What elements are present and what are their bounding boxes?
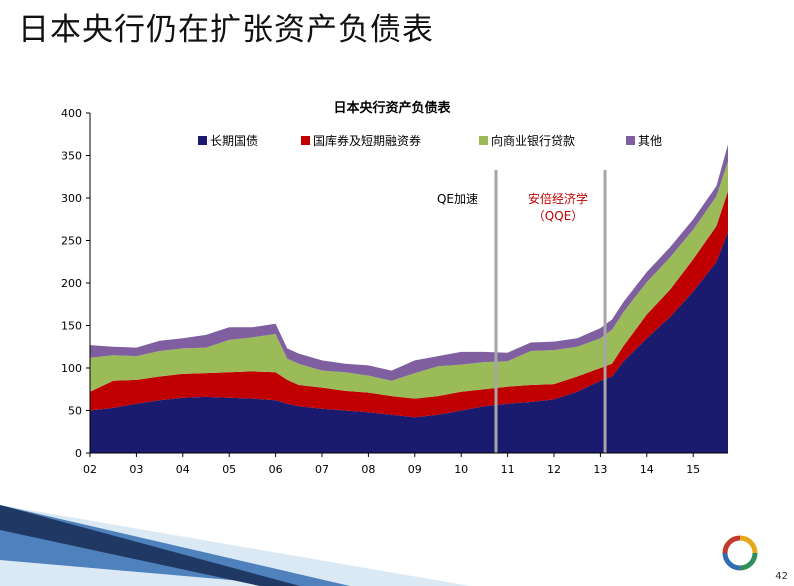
area-series-group: [90, 144, 728, 453]
area-loans: [90, 161, 728, 399]
legend-label-long-term-jgb: 长期国债: [210, 134, 258, 148]
y-tick-label: 300: [61, 192, 82, 205]
legend-swatch-tbills: [301, 136, 310, 145]
annotation-qe-acceleration: QE加速: [437, 192, 478, 206]
y-tick-label: 400: [61, 107, 82, 120]
x-tick-label: 13: [593, 463, 607, 476]
x-tick-label: 07: [315, 463, 329, 476]
legend: 长期国债 国库券及短期融资券 向商业银行贷款 其他: [198, 133, 662, 148]
y-tick-label: 200: [61, 277, 82, 290]
x-tick-label: 12: [547, 463, 561, 476]
page-number: 42: [775, 571, 788, 582]
logo-icon: [722, 535, 758, 571]
legend-swatch-long-term-jgb: [198, 136, 207, 145]
vertical-marker-group: [494, 170, 607, 453]
decorative-swoosh: [0, 505, 470, 586]
area-tbills: [90, 191, 728, 418]
y-tick-label: 150: [61, 320, 82, 333]
x-tick-label: 15: [686, 463, 700, 476]
legend-label-tbills: 国库券及短期融资券: [313, 133, 421, 148]
x-tick-label: 02: [83, 463, 97, 476]
legend-swatch-loans: [479, 136, 488, 145]
y-tick-label: 250: [61, 235, 82, 248]
annotation-abenomics: 安倍经济学 （QQE）: [528, 191, 588, 223]
y-tick-label: 50: [68, 405, 82, 418]
area-long-term-jgb: [90, 232, 728, 453]
legend-label-loans: 向商业银行贷款: [491, 133, 575, 148]
annotation-abenomics-line: （QQE）: [533, 209, 583, 223]
x-tick-label: 11: [501, 463, 515, 476]
x-tick-label: 03: [129, 463, 143, 476]
y-tick-label: 0: [75, 447, 82, 460]
legend-swatch-other: [626, 136, 635, 145]
x-tick-label: 10: [454, 463, 468, 476]
x-tick-label: 04: [176, 463, 190, 476]
x-tick-label: 14: [640, 463, 654, 476]
x-tick-label: 06: [269, 463, 283, 476]
legend-label-other: 其他: [638, 134, 662, 148]
y-tick-label: 350: [61, 150, 82, 163]
x-tick-label: 08: [361, 463, 375, 476]
x-tick-label: 09: [408, 463, 422, 476]
chart-title: 日本央行资产负债表: [333, 100, 451, 116]
y-tick-group: 0 50 100 150 200 250 300 350 400: [61, 107, 90, 460]
x-tick-label: 05: [222, 463, 236, 476]
x-tick-group: 02 03 04 05 06 07 08 09 10 11 12 13 14 15: [83, 453, 700, 476]
slide-title: 日本央行仍在扩张资产负债表: [18, 12, 434, 48]
annotation-abenomics-line: 安倍经济学: [528, 191, 588, 206]
y-tick-label: 100: [61, 362, 82, 375]
